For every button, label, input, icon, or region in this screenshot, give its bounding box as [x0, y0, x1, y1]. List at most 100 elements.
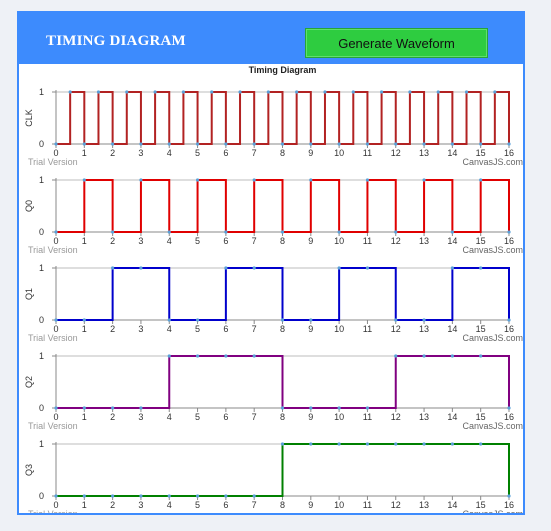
q3-x-tick-label: 2 — [110, 500, 115, 510]
clk-data-point — [280, 142, 285, 146]
q1-data-point — [337, 266, 341, 270]
q2-x-tick-label: 10 — [334, 412, 344, 422]
q2-data-point — [450, 354, 454, 358]
clk-data-point — [266, 90, 270, 94]
q2-data-point — [139, 406, 143, 410]
trial-version-watermark: Trial Version — [28, 421, 78, 431]
q2-x-tick-label: 6 — [223, 412, 228, 422]
q2-data-point — [224, 354, 228, 358]
q3-x-tick-label: 3 — [138, 500, 143, 510]
q2-data-point — [365, 406, 370, 410]
q2-data-point — [507, 406, 511, 410]
clk-data-point — [309, 142, 313, 146]
q3-x-tick-label: 12 — [391, 500, 401, 510]
canvasjs-credit: CanvasJS.com — [462, 245, 523, 255]
q1-data-point — [479, 266, 483, 270]
q1-x-tick-label: 7 — [252, 324, 257, 334]
q3-data-point — [224, 494, 228, 498]
clk-waveform — [56, 91, 510, 145]
q1-axis-label: Q1 — [24, 288, 34, 300]
clk-data-point — [181, 90, 186, 94]
clk-data-point — [436, 90, 440, 94]
q1-data-point — [450, 266, 454, 270]
q1-x-tick-label: 13 — [419, 324, 429, 334]
q3-x-tick-label: 0 — [53, 500, 58, 510]
q3-data-point — [450, 442, 454, 446]
q0-x-tick-label: 4 — [167, 236, 172, 246]
q0-x-tick-label: 16 — [504, 236, 514, 246]
q1-waveform — [56, 267, 510, 321]
q0-x-tick-label: 15 — [476, 236, 486, 246]
q2-data-point — [422, 354, 426, 358]
clk-data-point — [252, 142, 256, 146]
q2-data-point — [309, 406, 313, 410]
canvasjs-credit: CanvasJS.com — [462, 333, 523, 343]
q3-x-tick-label: 13 — [419, 500, 429, 510]
clk-data-point — [139, 142, 143, 146]
clk-data-point — [323, 90, 327, 94]
clk-data-point — [125, 90, 129, 94]
q1-data-point — [422, 318, 426, 322]
q0-waveform — [56, 179, 510, 233]
q0-x-tick-label: 5 — [195, 236, 200, 246]
clk-x-tick-label: 11 — [363, 148, 372, 158]
q1-data-point — [252, 266, 256, 270]
q0-data-point — [224, 230, 228, 234]
q3-data-point — [195, 494, 200, 498]
clk-y-tick-label: 1 — [39, 87, 44, 97]
q2-x-tick-label: 3 — [138, 412, 143, 422]
q2-axis-label: Q2 — [24, 376, 34, 388]
q0-data-point — [450, 230, 454, 234]
q0-data-point — [309, 178, 313, 182]
clk-x-tick-label: 0 — [53, 148, 58, 158]
clk-data-point — [394, 142, 398, 146]
q2-data-point — [252, 354, 256, 358]
q3-x-tick-label: 8 — [280, 500, 285, 510]
q0-x-tick-label: 13 — [419, 236, 429, 246]
q3-y-tick-label: 0 — [39, 491, 44, 501]
q3-x-tick-label: 6 — [223, 500, 228, 510]
q1-x-tick-label: 2 — [110, 324, 115, 334]
clk-data-point — [111, 142, 115, 146]
clk-data-point — [351, 90, 355, 94]
trial-version-watermark: Trial Version — [28, 245, 78, 255]
q1-data-point — [507, 318, 511, 322]
q1-data-point — [280, 318, 285, 322]
clk-data-point — [422, 142, 426, 146]
q0-data-point — [195, 178, 200, 182]
q2-data-point — [82, 406, 86, 410]
q0-data-point — [167, 230, 171, 234]
q3-x-tick-label: 11 — [363, 500, 372, 510]
q2-data-point — [337, 406, 341, 410]
clk-data-point — [365, 142, 370, 146]
clk-data-point — [210, 90, 214, 94]
clk-x-tick-label: 16 — [504, 148, 514, 158]
q3-data-point — [507, 494, 511, 498]
q3-axis-label: Q3 — [24, 464, 34, 476]
q3-data-point — [252, 494, 256, 498]
clk-x-tick-label: 5 — [195, 148, 200, 158]
q2-x-tick-label: 1 — [82, 412, 87, 422]
clk-data-point — [408, 90, 412, 94]
q3-x-tick-label: 9 — [308, 500, 313, 510]
q0-data-point — [337, 230, 341, 234]
q2-y-tick-label: 0 — [39, 403, 44, 413]
trial-version-watermark: Trial Version — [28, 509, 78, 513]
clk-x-tick-label: 12 — [391, 148, 401, 158]
q3-data-point — [54, 494, 58, 498]
q0-data-point — [111, 230, 115, 234]
q1-data-point — [167, 318, 171, 322]
q0-data-point — [365, 178, 370, 182]
trial-version-watermark: Trial Version — [28, 333, 78, 343]
clk-y-tick-label: 0 — [39, 139, 44, 149]
generate-waveform-button[interactable]: Generate Waveform — [305, 28, 488, 58]
q0-data-point — [422, 178, 426, 182]
clk-data-point — [507, 142, 511, 146]
q2-x-tick-label: 13 — [419, 412, 429, 422]
q0-data-point — [252, 178, 256, 182]
q3-x-tick-label: 16 — [504, 500, 514, 510]
q2-y-tick-label: 1 — [39, 351, 44, 361]
q1-y-tick-label: 1 — [39, 263, 44, 273]
q3-data-point — [365, 442, 370, 446]
q0-x-tick-label: 8 — [280, 236, 285, 246]
